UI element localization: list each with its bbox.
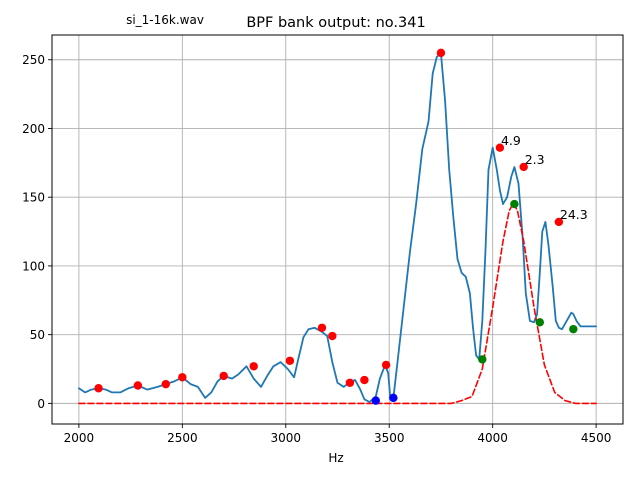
x-tick-label: 3500: [374, 431, 405, 445]
peak-marker: [360, 375, 369, 385]
peak-marker: [317, 323, 327, 332]
annotation-label: 24.3: [560, 207, 588, 222]
marker-group: [94, 48, 578, 405]
filter-marker: [510, 199, 519, 209]
filter-marker: [569, 324, 578, 334]
annotation-label: 2.3: [525, 152, 545, 167]
peak-marker: [219, 371, 228, 381]
x-tick-label: 2500: [167, 431, 198, 445]
y-tick-label: 0: [37, 397, 45, 411]
valley-marker: [389, 393, 398, 403]
peak-marker: [249, 362, 258, 371]
filter-marker: [478, 355, 487, 364]
plot-frame: [51, 34, 624, 425]
peak-marker: [345, 378, 355, 387]
y-tick-label: 50: [30, 328, 45, 342]
peak-marker: [133, 381, 143, 390]
peak-marker: [178, 373, 187, 382]
peak-marker: [436, 48, 446, 58]
x-tick-label: 2000: [64, 431, 95, 445]
annotation-group: 4.9 2.3 24.3: [501, 133, 588, 222]
x-tick-label: 3000: [271, 431, 302, 445]
y-tick-label: 100: [22, 259, 45, 273]
x-axis-label: Hz: [328, 451, 343, 465]
y-tick-label: 200: [22, 122, 45, 136]
annotation-label: 4.9: [501, 133, 521, 148]
valley-marker: [371, 396, 380, 405]
y-tick-label: 150: [22, 191, 45, 205]
peak-marker: [94, 384, 103, 393]
peak-marker: [285, 356, 295, 365]
chart-subtitle: si_1-16k.wav: [126, 13, 204, 27]
peak-marker: [519, 162, 528, 172]
peak-marker: [328, 331, 337, 341]
peak-marker: [495, 143, 505, 152]
chart-title: BPF bank output: no.341: [246, 15, 425, 31]
y-tick-label: 250: [22, 53, 45, 67]
ticks: 2000 2500 3000 3500 4000 4500 0 50 100 150 200 250: [22, 53, 611, 445]
bpf-output-line: [78, 52, 597, 403]
peak-marker: [161, 379, 170, 389]
peak-marker: [381, 360, 391, 370]
filter-marker: [535, 318, 545, 327]
peak-marker: [554, 217, 564, 227]
x-tick-label: 4000: [477, 431, 508, 445]
x-tick-label: 4500: [581, 431, 612, 445]
